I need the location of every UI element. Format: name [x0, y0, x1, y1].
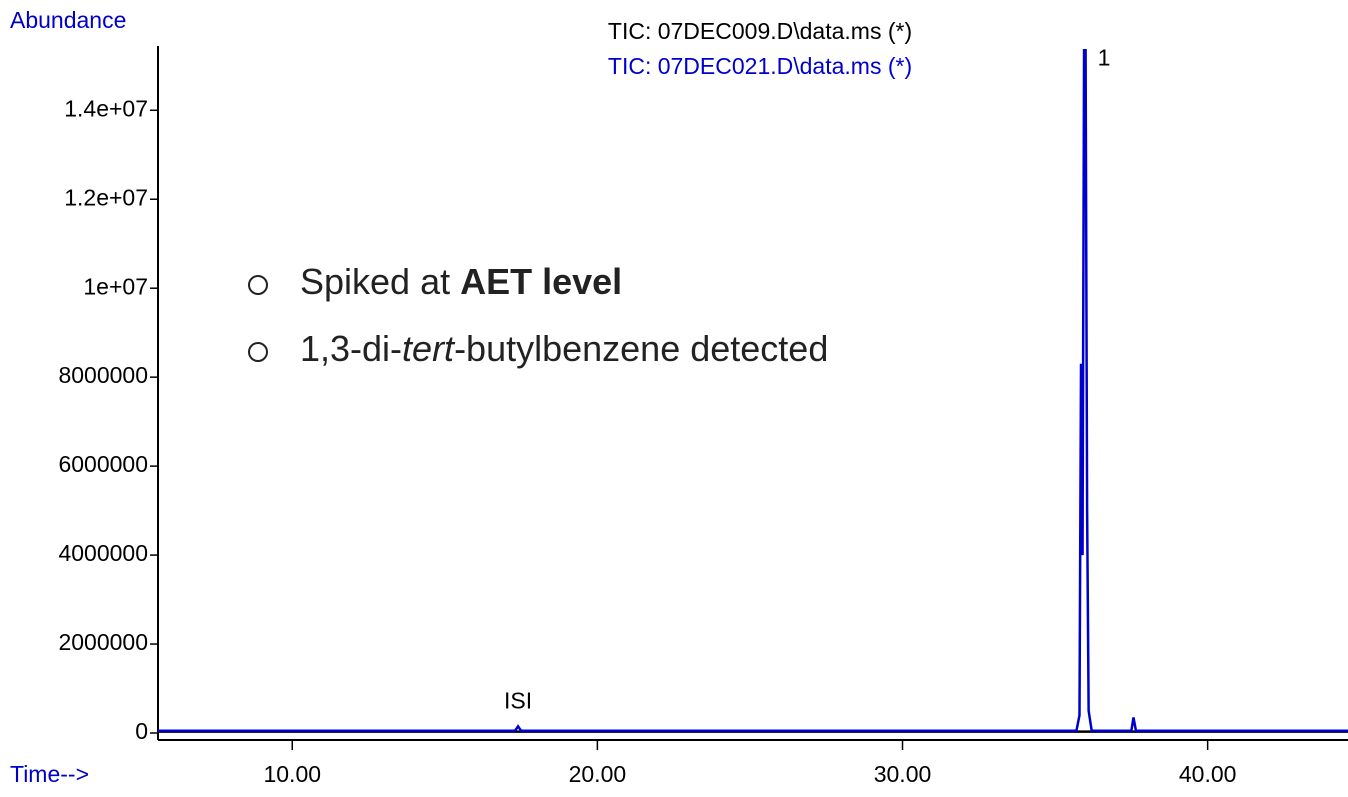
bullet-part: -butylbenzene detected: [454, 328, 828, 369]
y-tick-label: 1.2e+07: [64, 184, 148, 210]
x-tick-label: 40.00: [1179, 761, 1237, 787]
bullet-text: 1,3-di-tert-butylbenzene detected: [300, 328, 828, 369]
bullet-part: AET level: [460, 261, 622, 302]
bullet-marker: [248, 275, 268, 295]
annotation: ISI: [504, 687, 532, 713]
legend-entry: TIC: 07DEC021.D\data.ms (*): [608, 53, 912, 79]
y-tick-label: 1e+07: [83, 273, 148, 299]
x-tick-label: 30.00: [874, 761, 932, 787]
bullet-text: Spiked at AET level: [300, 261, 622, 302]
y-tick-label: 6000000: [58, 451, 148, 477]
series-line: [158, 48, 1348, 733]
y-tick-label: 1.4e+07: [64, 95, 148, 121]
y-tick-label: 0: [135, 718, 148, 744]
y-tick-label: 8000000: [58, 362, 148, 388]
y-tick-label: 2000000: [58, 629, 148, 655]
bullet-part: tert: [402, 328, 456, 369]
y-axis-label: Abundance: [10, 7, 126, 33]
x-axis-label: Time-->: [10, 761, 89, 787]
y-tick-label: 4000000: [58, 540, 148, 566]
bullet-part: 1,3-di-: [300, 328, 402, 369]
bullet-part: Spiked at: [300, 261, 460, 302]
x-tick-label: 10.00: [263, 761, 321, 787]
annotation: 1: [1098, 45, 1111, 71]
x-tick-label: 20.00: [569, 761, 627, 787]
bullet-marker: [248, 342, 268, 362]
legend-entry: TIC: 07DEC009.D\data.ms (*): [608, 18, 912, 44]
